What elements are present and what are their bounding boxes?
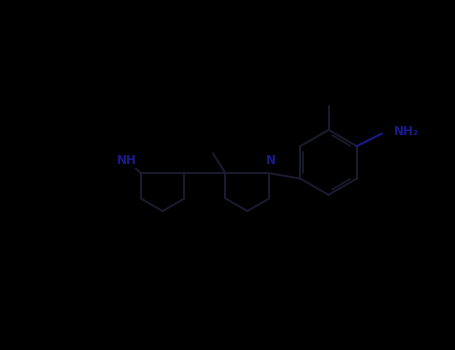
Text: NH₂: NH₂ [394,125,419,138]
Text: N: N [266,154,276,167]
Text: NH: NH [116,154,136,167]
